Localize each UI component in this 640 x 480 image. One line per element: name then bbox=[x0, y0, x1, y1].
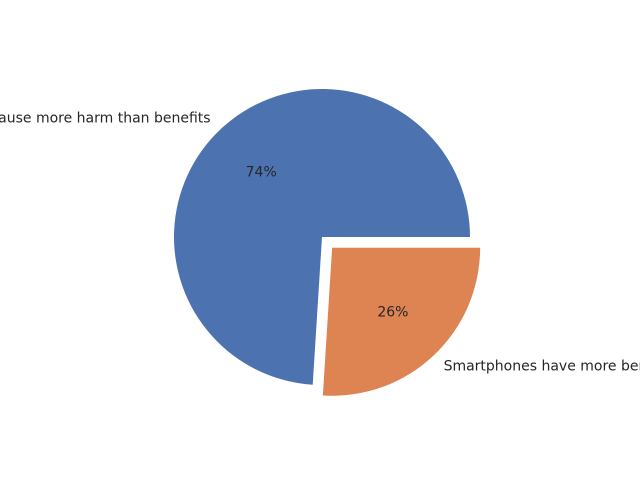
pie-slice-2 bbox=[322, 247, 481, 396]
pie-category-label-1: Smartphones cause more harm than benefit… bbox=[0, 110, 211, 126]
pie-category-label-2: Smartphones have more benefits than harm bbox=[444, 358, 640, 374]
pie-labels: 74% Smartphones cause more harm than bene… bbox=[0, 110, 640, 374]
pie-slice-1 bbox=[174, 88, 470, 385]
pie-slices bbox=[174, 88, 481, 396]
pie-percent-label-1: 74% bbox=[246, 164, 277, 180]
pie-percent-label-2: 26% bbox=[377, 305, 408, 321]
